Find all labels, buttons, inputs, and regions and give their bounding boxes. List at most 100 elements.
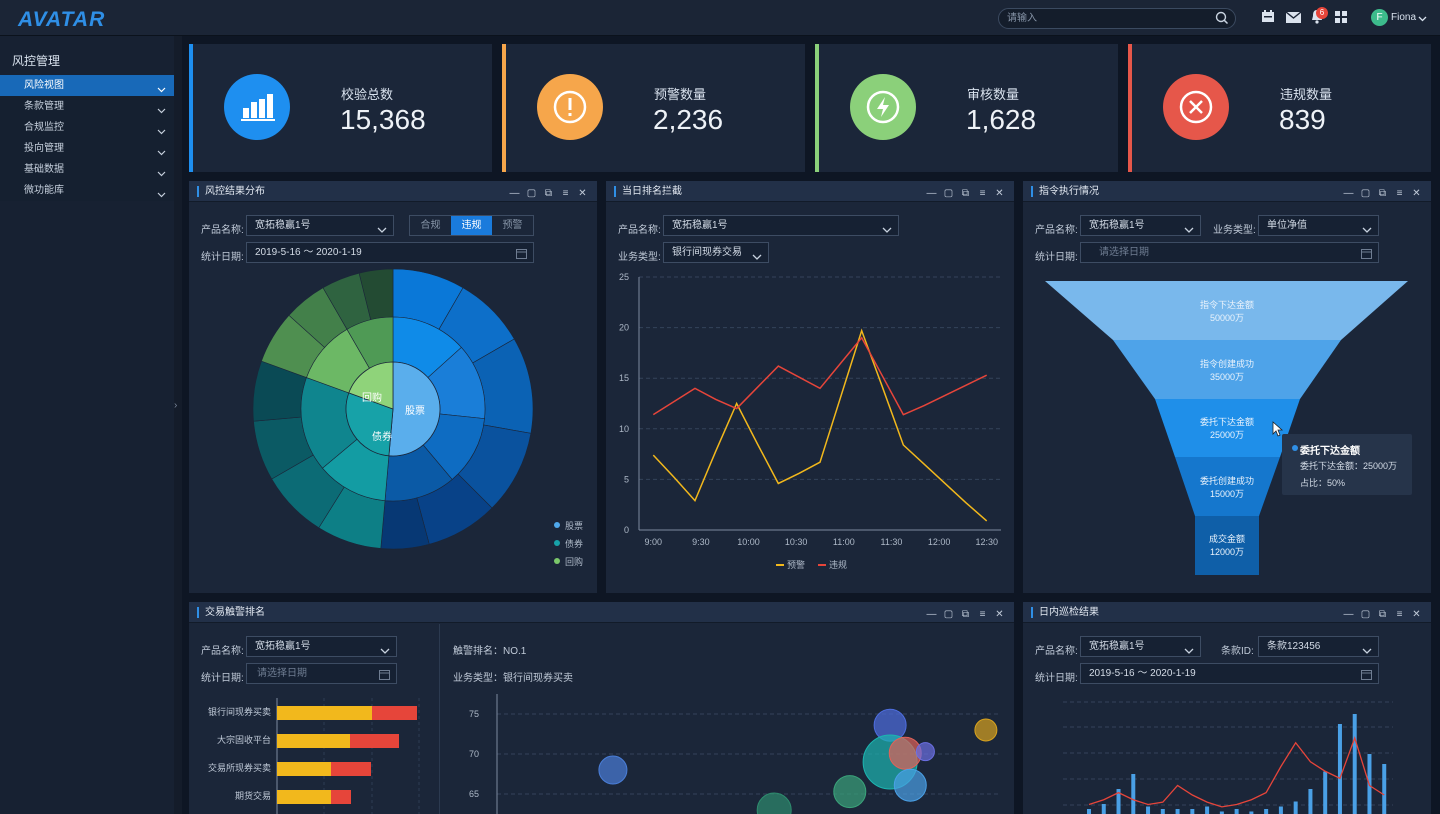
chevron-down-icon[interactable]: [752, 249, 762, 268]
menu-icon[interactable]: ≡: [1396, 188, 1403, 199]
sidebar-item-risk-view[interactable]: 风险视图: [0, 75, 174, 96]
rank-label-text: 触警排名：: [453, 646, 503, 657]
funnel-label: 指令创建成功: [1200, 358, 1254, 369]
minimize-icon[interactable]: —: [926, 188, 937, 199]
chevron-down-icon[interactable]: [1418, 12, 1427, 26]
close-icon[interactable]: ✕: [995, 609, 1004, 620]
chevron-down-icon[interactable]: [1184, 643, 1194, 662]
chevron-down-icon[interactable]: [157, 102, 166, 123]
calendar-icon[interactable]: [1261, 10, 1275, 26]
chevron-down-icon[interactable]: [882, 222, 892, 241]
product-select[interactable]: 宽拓稳赢1号: [246, 636, 397, 657]
legend-marker: [554, 522, 560, 528]
clause-select[interactable]: 条款123456: [1258, 636, 1379, 657]
product-label: 产品名称:: [618, 225, 661, 236]
minimize-icon[interactable]: —: [1343, 188, 1354, 199]
chevron-down-icon[interactable]: [377, 222, 387, 241]
menu-icon[interactable]: ≡: [562, 188, 569, 199]
biz-type-select[interactable]: 单位净值: [1258, 215, 1379, 236]
biz-type-label: 业务类型：银行间现券买卖: [453, 669, 573, 684]
calendar-icon[interactable]: [1361, 247, 1372, 266]
mail-icon[interactable]: [1285, 11, 1302, 26]
search-box[interactable]: [998, 8, 1236, 29]
restore-icon[interactable]: ▢: [1360, 188, 1371, 199]
divider: [439, 624, 440, 814]
tab-compliant[interactable]: 合规: [420, 220, 441, 231]
sidebar-item-investment[interactable]: 投向管理: [0, 138, 174, 159]
popout-icon[interactable]: ⧉: [1378, 188, 1387, 199]
minimize-icon[interactable]: —: [1343, 609, 1354, 620]
chevron-down-icon[interactable]: [1362, 643, 1372, 662]
clause-label: 条款ID:: [1221, 646, 1254, 657]
close-icon[interactable]: ✕: [995, 188, 1004, 199]
funnel-segment[interactable]: [1045, 281, 1408, 340]
sidebar-item-micro[interactable]: 微功能库: [0, 180, 174, 201]
funnel-segment[interactable]: [1175, 457, 1280, 516]
user-name[interactable]: Fiona: [1391, 12, 1417, 23]
y-tick-label: 75: [469, 709, 479, 719]
avatar[interactable]: F: [1371, 9, 1388, 26]
restore-icon[interactable]: ▢: [943, 609, 954, 620]
chevron-down-icon[interactable]: [157, 144, 166, 165]
chevron-down-icon[interactable]: [1362, 222, 1372, 241]
stat-accent-bar: [1128, 44, 1132, 172]
bar-category-label: 期货交易: [235, 790, 271, 801]
product-select[interactable]: 宽拓稳赢1号: [246, 215, 394, 236]
biz-type-select[interactable]: 银行间现券交易: [663, 242, 769, 263]
product-select[interactable]: 宽拓稳赢1号: [1080, 636, 1201, 657]
panel-instruction-execution: 指令执行情况 — ▢ ⧉ ≡ ✕ 产品名称: 宽拓稳赢1号 业务类型: 单位净值 统计日…: [1023, 181, 1431, 593]
x-tick-label: 10:30: [785, 537, 808, 547]
date-input[interactable]: 请选择日期: [1080, 242, 1379, 263]
search-input[interactable]: [1007, 11, 1207, 26]
sidebar-item-compliance[interactable]: 合规监控: [0, 117, 174, 138]
product-select-value: 宽拓稳赢1号: [1089, 641, 1145, 652]
app-logo[interactable]: AVATAR: [18, 8, 106, 31]
tab-violation[interactable]: 违规: [451, 216, 492, 235]
chevron-right-icon[interactable]: ›: [174, 400, 178, 411]
sidebar-item-label: 条款管理: [24, 101, 64, 112]
inspection-line: [1088, 735, 1385, 808]
inspection-bar: [1337, 724, 1342, 814]
minimize-icon[interactable]: —: [509, 188, 520, 199]
funnel-segment[interactable]: [1155, 399, 1300, 457]
close-icon[interactable]: ✕: [578, 188, 587, 199]
search-icon[interactable]: [1215, 11, 1229, 28]
menu-icon[interactable]: ≡: [1396, 609, 1403, 620]
menu-icon[interactable]: ≡: [979, 188, 986, 199]
funnel-segment[interactable]: [1195, 516, 1259, 575]
product-select[interactable]: 宽拓稳赢1号: [663, 215, 899, 236]
calendar-icon[interactable]: [1361, 668, 1372, 687]
close-icon[interactable]: ✕: [1412, 609, 1421, 620]
funnel-segment[interactable]: [1113, 340, 1341, 399]
tab-warning[interactable]: 预警: [502, 220, 523, 231]
popout-icon[interactable]: ⧉: [961, 609, 970, 620]
menu-icon[interactable]: ≡: [979, 609, 986, 620]
popout-icon[interactable]: ⧉: [544, 188, 553, 199]
inspection-bar: [1293, 801, 1298, 814]
apps-grid-icon[interactable]: [1335, 11, 1347, 26]
funnel-label: 委托下达金额: [1200, 416, 1254, 427]
sidebar-item-clause[interactable]: 条款管理: [0, 96, 174, 117]
product-select[interactable]: 宽拓稳赢1号: [1080, 215, 1201, 236]
chevron-down-icon[interactable]: [157, 186, 166, 207]
close-icon[interactable]: ✕: [1412, 188, 1421, 199]
popout-icon[interactable]: ⧉: [961, 188, 970, 199]
popout-icon[interactable]: ⧉: [1378, 609, 1387, 620]
sidebar-collapse-handle[interactable]: ›: [174, 36, 182, 814]
date-range-input[interactable]: 2019-5-16 ～ 2020-1-19: [246, 242, 534, 263]
chevron-down-icon[interactable]: [1184, 222, 1194, 241]
calendar-icon[interactable]: [516, 247, 527, 266]
chevron-down-icon[interactable]: [157, 81, 166, 102]
stat-card-total: 校验总数 15,368: [189, 44, 492, 172]
minimize-icon[interactable]: —: [926, 609, 937, 620]
restore-icon[interactable]: ▢: [943, 188, 954, 199]
chevron-down-icon[interactable]: [380, 643, 390, 662]
sidebar-item-base-data[interactable]: 基础数据: [0, 159, 174, 180]
calendar-icon[interactable]: [379, 668, 390, 687]
restore-icon[interactable]: ▢: [1360, 609, 1371, 620]
date-range-input[interactable]: 2019-5-16 ～ 2020-1-19: [1080, 663, 1379, 684]
chevron-down-icon[interactable]: [157, 123, 166, 144]
chevron-down-icon[interactable]: [157, 165, 166, 186]
date-input[interactable]: 请选择日期: [246, 663, 397, 684]
restore-icon[interactable]: ▢: [526, 188, 537, 199]
